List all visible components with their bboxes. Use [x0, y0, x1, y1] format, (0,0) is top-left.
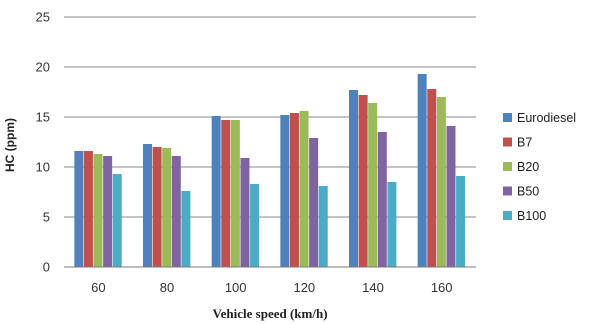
x-tick-label: 160 [431, 280, 453, 295]
legend-swatch-b50 [503, 186, 512, 196]
y-tick-label: 15 [36, 110, 50, 125]
bar-b50-60 [103, 156, 113, 267]
x-axis-ticks: 60 80 100 120 140 160 [91, 280, 452, 295]
legend-label-b7: B7 [517, 136, 532, 150]
legend: Eurodiesel B7 B20 B50 B100 [503, 111, 576, 223]
bar-eurodiesel-60 [74, 151, 84, 267]
x-tick-label: 120 [293, 280, 315, 295]
legend-swatch-b7 [503, 137, 512, 147]
bar-b7-60 [83, 151, 93, 267]
y-axis-title: HC (ppm) [3, 118, 17, 172]
bar-eurodiesel-80 [143, 144, 152, 267]
x-tick-label: 100 [225, 280, 247, 295]
legend-label-b50: B50 [517, 185, 539, 199]
bar-eurodiesel-100 [211, 116, 221, 267]
bar-b20-160 [436, 97, 446, 267]
bar-b100-80 [181, 191, 191, 267]
bar-b7-100 [221, 120, 231, 267]
x-tick-label: 80 [160, 280, 174, 295]
legend-swatch-eurodiesel [503, 113, 512, 122]
bar-b7-80 [152, 147, 162, 267]
y-tick-label: 0 [43, 260, 50, 275]
bar-b20-140 [368, 103, 378, 267]
bar-b20-120 [299, 111, 309, 267]
bar-b7-120 [289, 113, 299, 267]
y-tick-label: 25 [36, 10, 50, 25]
bars [74, 74, 466, 267]
gridlines [64, 16, 476, 218]
bar-b50-120 [309, 138, 319, 267]
bar-b100-140 [387, 182, 397, 267]
legend-label-eurodiesel: Eurodiesel [517, 111, 576, 125]
x-tick-label: 140 [362, 280, 384, 295]
legend-label-b100: B100 [517, 209, 546, 223]
bar-eurodiesel-120 [280, 115, 290, 267]
bar-b20-60 [93, 154, 103, 267]
bar-b100-120 [318, 186, 328, 267]
bar-b7-160 [427, 89, 437, 267]
x-axis-title: Vehicle speed (km/h) [212, 306, 327, 321]
bar-b7-140 [358, 95, 368, 267]
bar-b50-80 [171, 156, 181, 267]
y-tick-label: 10 [36, 160, 50, 175]
bar-eurodiesel-160 [417, 74, 427, 267]
bar-b100-100 [250, 184, 260, 267]
bar-eurodiesel-140 [349, 90, 358, 267]
bar-b50-160 [446, 126, 456, 267]
legend-swatch-b100 [503, 211, 512, 220]
bar-b20-80 [162, 148, 172, 267]
bar-b100-160 [456, 176, 466, 267]
legend-label-b20: B20 [517, 160, 539, 174]
x-tick-label: 60 [91, 280, 105, 295]
legend-swatch-b20 [503, 162, 512, 171]
bar-b100-60 [112, 174, 122, 267]
bar-b50-140 [377, 132, 387, 267]
bar-b50-100 [240, 158, 250, 267]
y-axis-ticks: 0 5 10 15 20 25 [36, 10, 50, 275]
bar-b20-100 [230, 120, 240, 267]
y-tick-label: 20 [36, 60, 50, 75]
y-tick-label: 5 [43, 210, 50, 225]
